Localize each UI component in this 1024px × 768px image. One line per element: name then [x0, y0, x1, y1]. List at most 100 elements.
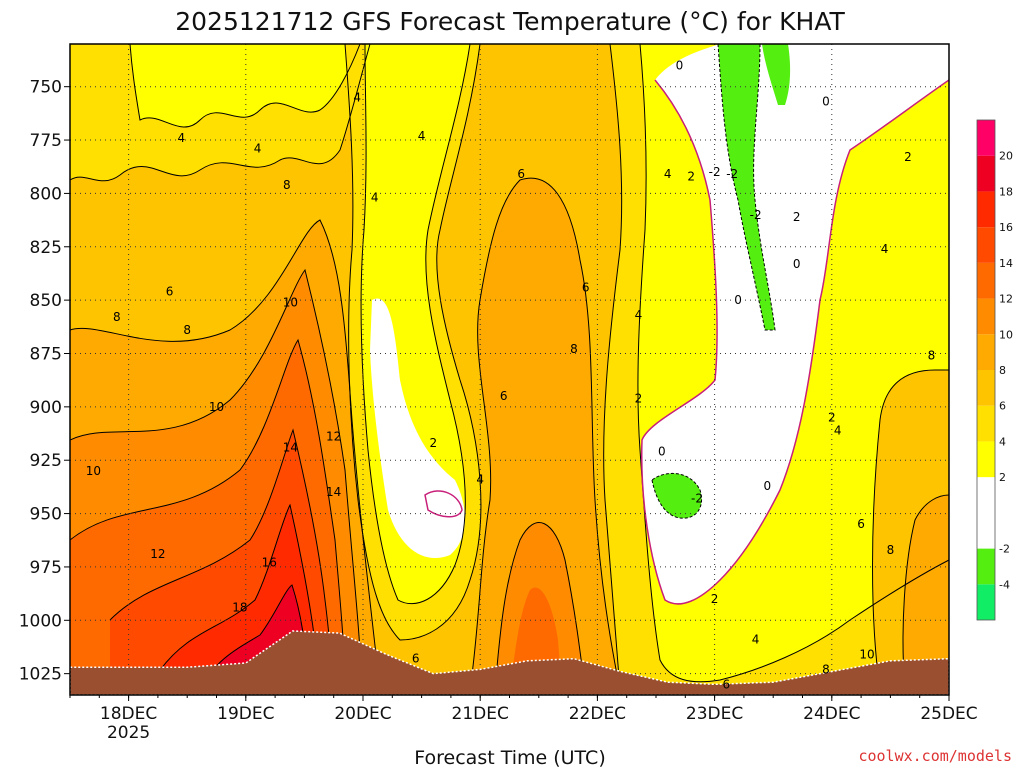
contour-8-east [902, 494, 949, 691]
colorbar-bin [977, 227, 995, 263]
contour-label: -2 [709, 165, 721, 179]
x-tick-label: 24DEC [803, 704, 860, 724]
contour-label: 2 [828, 411, 836, 425]
contour-8-21dec [469, 177, 621, 691]
contour-neg2-east [717, 44, 776, 331]
contour-label: 4 [353, 90, 361, 104]
x-tick-label: 20DEC [334, 704, 391, 724]
colorbar-tick-label: -4 [999, 578, 1010, 591]
contour-label: 4 [178, 131, 186, 145]
contour-label: -2 [691, 492, 703, 506]
contour-label: 4 [635, 308, 643, 322]
colorbar-tick-label: 8 [999, 364, 1006, 377]
y-tick-label: 1000 [19, 611, 62, 631]
colorbar-bin [977, 584, 995, 620]
chart-title: 2025121712 GFS Forecast Temperature (°C)… [175, 7, 845, 36]
colorbar-tick-label: 4 [999, 435, 1006, 448]
contour-label: 6 [857, 517, 865, 531]
y-tick-label: 900 [30, 398, 62, 418]
x-tick-label: 18DEC [100, 704, 157, 724]
colorbar-bin [977, 334, 995, 370]
contour-label: 6 [722, 677, 730, 691]
contour-2-nw [129, 44, 361, 128]
band-neg2-east-b [762, 44, 791, 105]
colorbar-tick-label: 18 [999, 185, 1013, 198]
x-tick-label: 23DEC [686, 704, 743, 724]
contour-16 [159, 503, 317, 671]
contour-label: 8 [928, 349, 936, 363]
contour-label: 2 [793, 210, 801, 224]
contour-label: -2 [750, 208, 762, 222]
contour-label: 10 [209, 400, 224, 414]
y-tick-label: 800 [30, 184, 62, 204]
contour-4-nw [70, 44, 371, 182]
contour-label: 12 [150, 547, 165, 561]
colorbar-tick-label: 20 [999, 150, 1013, 163]
contour-4-east [603, 44, 623, 691]
contour-label: 4 [834, 423, 842, 437]
colorbar-tick-label: 12 [999, 293, 1013, 306]
ground-surface [70, 630, 949, 695]
y-tick-label: 750 [30, 78, 62, 98]
colorbar-bin [977, 155, 995, 192]
contour-label: 8 [113, 310, 121, 324]
band-neg2-lower [652, 473, 702, 519]
contour-label: 6 [517, 167, 525, 181]
contour-label: 0 [822, 95, 830, 109]
colorbar-bin [977, 477, 995, 549]
contour-label: 14 [326, 485, 341, 499]
band-0-centre [370, 298, 466, 558]
contour-2-east [637, 44, 949, 683]
y-tick-label: 875 [30, 344, 62, 364]
contour-label: -2 [726, 167, 738, 181]
y-tick-label: 975 [30, 558, 62, 578]
contour-label: 2 [429, 436, 437, 450]
y-tick-label: 775 [30, 131, 62, 151]
contour-label: 10 [283, 295, 298, 309]
contour-4-centre [344, 44, 482, 641]
contour-label: 2 [904, 150, 912, 164]
grid [70, 44, 949, 695]
contour-10-21dec [494, 522, 586, 691]
contour-label: 4 [371, 191, 379, 205]
contour-label: 2 [635, 391, 643, 405]
contour-neg2-lower [651, 472, 703, 519]
contour-label: 14 [283, 440, 298, 454]
contour-label: 4 [254, 142, 262, 156]
contour-label: 8 [570, 342, 578, 356]
contour-label: 8 [887, 543, 895, 557]
colorbar-bin [977, 120, 995, 156]
contour-label: 0 [658, 445, 666, 459]
x-tick-label: 22DEC [569, 704, 626, 724]
contour-label: 0 [734, 293, 742, 307]
neg2-contours [651, 44, 776, 519]
y-tick-label: 950 [30, 505, 62, 525]
x-tick-label: 19DEC [217, 704, 274, 724]
contour-label: 4 [752, 633, 760, 647]
band-0-east [641, 44, 949, 604]
contour-label: 6 [500, 389, 508, 403]
y-tick-label: 850 [30, 291, 62, 311]
colorbar-tick-label: 10 [999, 328, 1013, 341]
x-tick-label: 25DEC [920, 704, 977, 724]
contour-label: 8 [283, 178, 291, 192]
contour-label: 12 [326, 430, 341, 444]
band-neg2-east [718, 44, 775, 330]
contour-label: 16 [262, 556, 277, 570]
credit-text: coolwx.com/models [858, 747, 1012, 765]
band-8-10-21dec [470, 178, 620, 691]
contour-label: 2 [687, 169, 695, 183]
contour-label: 10 [86, 464, 101, 478]
temperature-field [70, 44, 949, 691]
contour-label: 0 [676, 58, 684, 72]
colorbar: 20 18 16 14 12 10 8 6 4 2 -2 -4 [976, 119, 1013, 621]
y-tick-label: 1025 [19, 665, 62, 685]
colorbar-tick-label: -2 [999, 543, 1010, 556]
contour-12 [70, 338, 346, 691]
x-axis-label: Forecast Time (UTC) [414, 747, 605, 768]
colorbar-bin [977, 441, 995, 478]
y-axis: 750 775 800 825 850 875 900 925 950 975 1000 1025 [19, 78, 70, 685]
